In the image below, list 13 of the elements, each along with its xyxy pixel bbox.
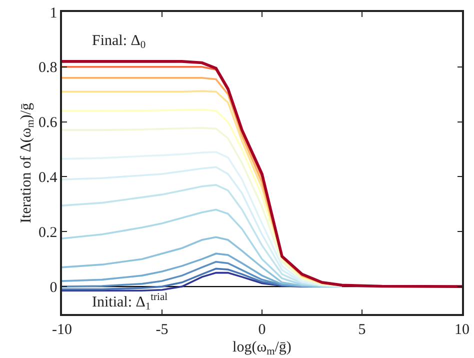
- y-tick-label: 0.4: [38, 170, 58, 186]
- annotation: Final: Δ$_{0}$: [92, 33, 146, 52]
- x-tick-label: -5: [156, 322, 168, 338]
- x-tick-label: 10: [454, 322, 470, 338]
- y-tick-label: 0.2: [38, 224, 58, 241]
- x-tick-label: 0: [258, 322, 266, 338]
- x-tick-label: 5: [358, 322, 366, 338]
- y-tick-label: 0.8: [38, 60, 58, 76]
- x-tick-label: -10: [52, 322, 72, 338]
- y-tick-label: 0: [50, 280, 58, 296]
- x-axis-title: log(ω$_{m}$/ḡ): [232, 339, 292, 358]
- y-tick-label: 0.6: [38, 115, 58, 132]
- y-tick-label: 1: [50, 5, 58, 22]
